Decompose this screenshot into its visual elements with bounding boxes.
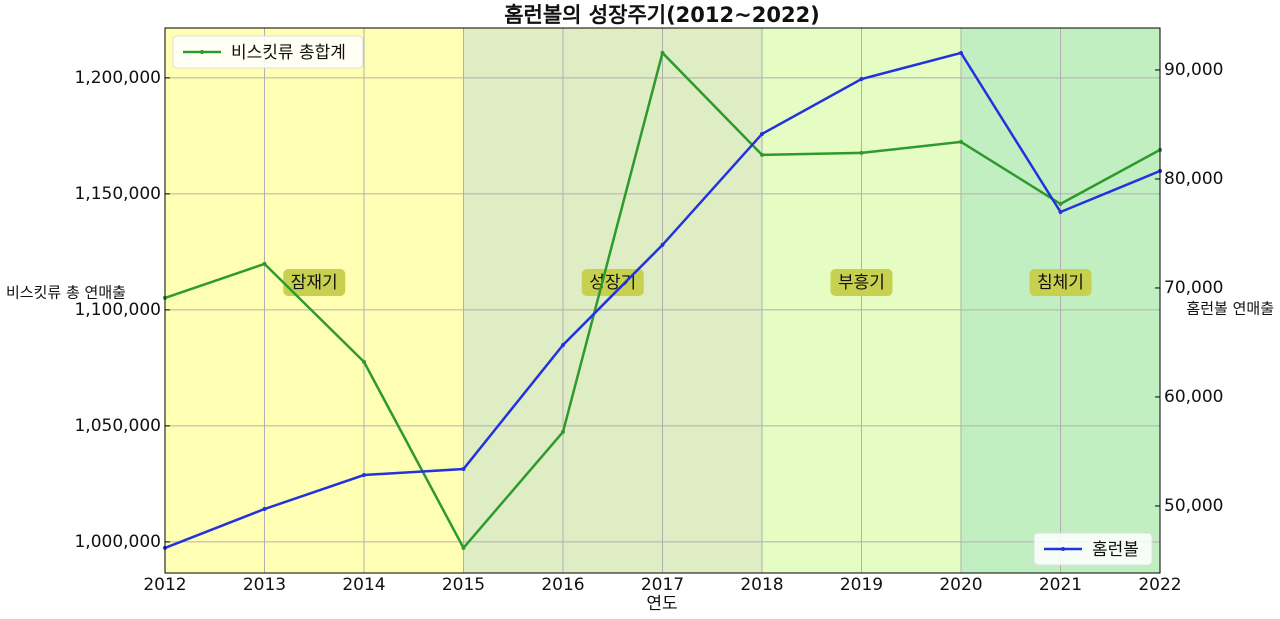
x-tick-label: 2017 (641, 575, 684, 595)
y2-tick-label: 50,000 (1164, 496, 1223, 516)
phase-label: 침체기 (1037, 273, 1084, 293)
phase-label-box (581, 269, 644, 296)
x-tick-label: 2020 (939, 575, 982, 595)
point (561, 342, 565, 347)
y-tick-label: 1,000,000 (74, 532, 161, 552)
point (561, 429, 565, 434)
x-axis-title: 연도 (646, 594, 677, 614)
phase-label: 잠재기 (291, 273, 338, 293)
legend-label: 비스킷류 총합계 (231, 43, 346, 63)
phase-label: 성장기 (589, 273, 636, 293)
point (461, 545, 466, 550)
y-tick-label: 1,200,000 (74, 68, 161, 88)
x-tick-label: 2018 (740, 575, 783, 595)
legend-box (172, 35, 364, 69)
chart-title: 홈런볼의 성장주기(2012~2022) (504, 3, 820, 27)
point (362, 473, 366, 478)
y-axis-title: 비스킷류 총 연매출 (6, 284, 126, 302)
y-tick-label: 1,150,000 (74, 184, 161, 204)
x-tick-label: 2021 (1039, 575, 1082, 595)
legend-box (1033, 532, 1153, 566)
point (1058, 209, 1063, 214)
x-tick-label: 2019 (840, 575, 883, 595)
point (760, 152, 764, 157)
phase-band (165, 28, 464, 573)
phase-band (463, 28, 762, 573)
phase-label-box (830, 269, 893, 296)
x-tick-label: 2016 (541, 575, 584, 595)
x-tick-label: 2014 (342, 575, 385, 595)
y2-tick-label: 80,000 (1164, 169, 1223, 189)
point (859, 77, 864, 82)
point (1058, 201, 1063, 206)
point (262, 261, 267, 266)
point (660, 242, 665, 247)
legend-marker (200, 50, 204, 54)
point (362, 359, 366, 364)
legend-label: 홈런볼 (1092, 540, 1139, 560)
x-tick-label: 2012 (143, 575, 186, 595)
point (262, 507, 267, 512)
point (760, 131, 764, 136)
y2-tick-label: 60,000 (1164, 387, 1223, 407)
phase-label-box (1029, 269, 1092, 296)
x-tick-label: 2015 (442, 575, 485, 595)
point (859, 150, 864, 155)
y-tick-label: 1,100,000 (74, 300, 161, 320)
y2-axis-title: 홈런볼 연매출 (1186, 300, 1274, 318)
point (660, 50, 665, 55)
point (959, 139, 963, 144)
plot-frame (164, 27, 1161, 574)
phase-label-box (283, 269, 346, 296)
phase-label: 부흥기 (838, 273, 885, 293)
point (461, 467, 466, 472)
point (959, 50, 963, 55)
y-tick-label: 1,050,000 (74, 416, 161, 436)
x-tick-label: 2013 (243, 575, 286, 595)
y2-tick-label: 90,000 (1164, 60, 1223, 80)
x-tick-label: 2022 (1138, 575, 1181, 595)
legend-marker (1061, 547, 1065, 551)
y2-tick-label: 70,000 (1164, 278, 1223, 298)
